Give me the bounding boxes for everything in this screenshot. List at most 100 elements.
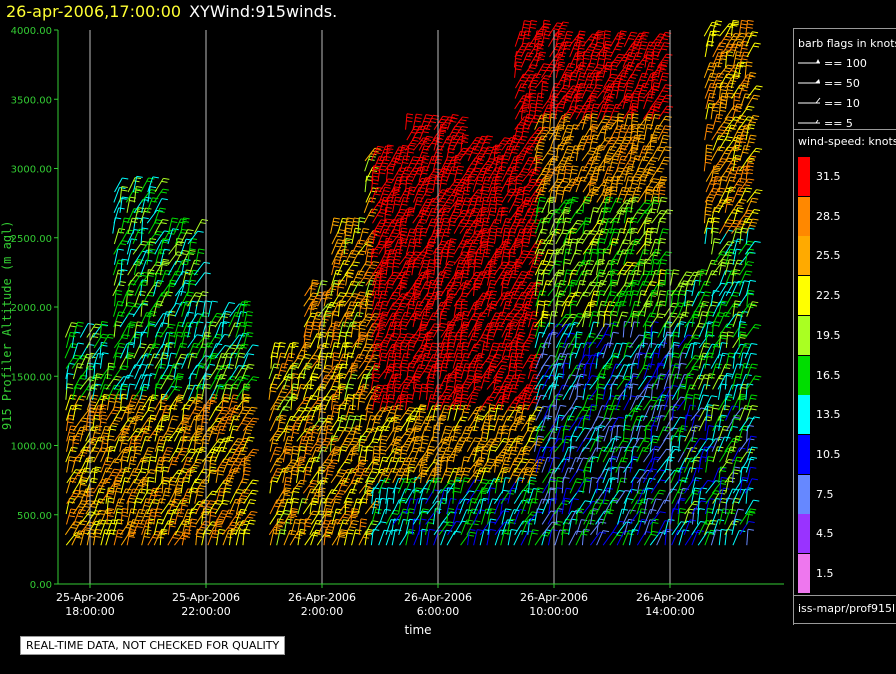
wind-barb — [358, 435, 367, 452]
wind-barb — [126, 383, 136, 400]
wind-barb — [547, 487, 557, 504]
x-tick-time: 10:00:00 — [529, 605, 578, 618]
source-label: iss-mapr/prof915l — [798, 602, 896, 615]
wind-barb — [154, 177, 170, 193]
wind-barb — [515, 73, 530, 89]
wind-barb — [629, 217, 638, 234]
y-tick-label: 3500.00 — [11, 95, 52, 106]
wind-barb — [268, 383, 278, 400]
wind-barb — [113, 248, 124, 265]
x-tick-time: 18:00:00 — [65, 605, 114, 618]
y-axis-label: 915 Profiler Altitude (m agl) — [0, 220, 14, 430]
wind-barb — [445, 456, 454, 473]
wind-barb — [297, 498, 309, 515]
wind-barb — [99, 519, 113, 536]
wind-barb — [535, 342, 548, 359]
wind-barb — [623, 61, 635, 78]
wind-barb — [705, 456, 714, 473]
wind-barb — [528, 92, 537, 109]
wind-barb — [568, 530, 583, 546]
wind-barb — [113, 228, 126, 245]
title-product: XYWind:915winds. — [189, 2, 338, 21]
wind-barb — [405, 498, 417, 515]
wind-barb — [180, 229, 194, 245]
wind-barb — [105, 458, 121, 473]
x-tick-date: 26-Apr-2006 — [288, 591, 356, 604]
wind-barb — [140, 300, 149, 317]
wind-barb — [527, 488, 540, 504]
wind-barb — [671, 373, 682, 390]
wind-barb — [147, 176, 159, 193]
wind-barb — [187, 230, 204, 245]
wind-barb — [243, 310, 254, 328]
wind-barb — [229, 344, 245, 359]
wind-barb — [520, 342, 531, 359]
wind-barb — [425, 114, 440, 130]
wind-barb — [650, 248, 662, 265]
wind-barb — [188, 259, 201, 276]
wind-barb — [596, 344, 612, 359]
wind-barb — [105, 487, 115, 504]
wind-barb — [554, 529, 566, 546]
speed-bin-label: 7.5 — [816, 487, 834, 501]
wind-barb — [133, 331, 142, 348]
wind-barb — [71, 530, 85, 546]
wind-barb — [460, 341, 470, 359]
wind-barb — [737, 134, 748, 151]
wind-barb — [65, 372, 74, 390]
wind-barb — [595, 352, 605, 369]
wind-barb — [180, 435, 191, 452]
wind-barb — [146, 321, 156, 338]
barb-legend-label: == 10 — [824, 97, 860, 110]
wind-barb — [141, 363, 154, 380]
wind-barb — [92, 352, 105, 369]
wind-barb — [547, 520, 563, 536]
wind-barb — [725, 488, 739, 504]
wind-barb — [460, 300, 468, 317]
wind-barb — [71, 331, 81, 348]
title-datetime: 26-apr-2006,17:00:00 — [6, 2, 182, 21]
wind-barb — [377, 165, 387, 182]
wind-barb — [114, 334, 130, 349]
wind-barb — [739, 352, 749, 369]
wind-barb — [119, 435, 130, 452]
wind-barb — [64, 322, 78, 338]
wind-barb — [555, 384, 569, 400]
wind-barb — [493, 489, 510, 504]
wind-barb — [616, 311, 629, 328]
wind-barb — [141, 519, 153, 535]
wind-barb — [425, 405, 439, 421]
barb-legend-title: barb flags in knots — [798, 37, 896, 50]
wind-barb — [147, 310, 157, 328]
wind-barb — [710, 102, 720, 120]
wind-barb — [133, 259, 144, 276]
wind-barb — [514, 61, 523, 78]
speed-swatch — [798, 395, 810, 435]
wind-barb — [644, 509, 657, 525]
wind-barb — [132, 497, 143, 515]
wind-barb — [412, 372, 421, 390]
grid-lines — [89, 30, 671, 584]
speed-swatch — [798, 434, 810, 474]
wind-barb — [140, 177, 155, 193]
wind-barb — [159, 258, 170, 276]
wind-barb — [166, 385, 183, 401]
wind-barb — [188, 487, 198, 504]
wind-barb — [133, 186, 143, 203]
wind-barb — [93, 333, 109, 349]
wind-barb — [425, 218, 438, 234]
y-tick-label: 3000.00 — [11, 165, 52, 176]
wind-barb — [133, 207, 145, 224]
wind-barb — [541, 280, 553, 297]
wind-barb — [133, 435, 142, 452]
wind-barb — [379, 417, 395, 432]
barb-legend-flag — [815, 79, 820, 83]
wind-barb — [78, 446, 91, 463]
speed-bin-label: 1.5 — [816, 567, 834, 580]
wind-barb — [370, 528, 380, 546]
wind-barb — [194, 487, 205, 504]
wind-barb — [113, 436, 126, 452]
wind-barb — [175, 342, 188, 359]
wind-barb — [214, 345, 231, 359]
wind-barb — [243, 344, 259, 359]
